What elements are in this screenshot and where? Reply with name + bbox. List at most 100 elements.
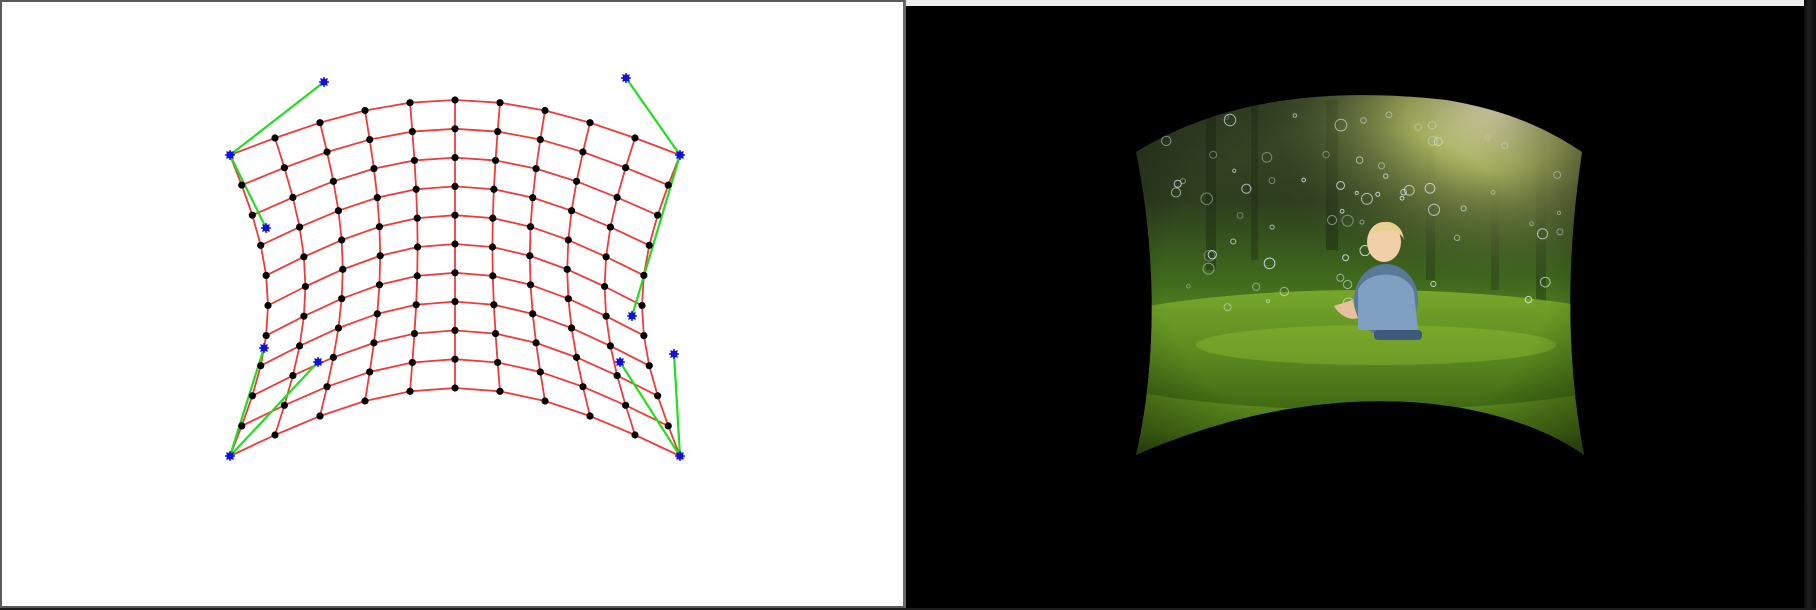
mesh-node[interactable]: [338, 236, 345, 243]
mesh-node[interactable]: [316, 119, 323, 126]
mesh-node[interactable]: [411, 157, 418, 164]
mesh-node[interactable]: [541, 397, 548, 404]
mesh-node[interactable]: [289, 372, 296, 379]
corner-anchor-point[interactable]: [675, 451, 685, 461]
mesh-node[interactable]: [376, 281, 383, 288]
mesh-node[interactable]: [586, 412, 593, 419]
mesh-node[interactable]: [300, 253, 307, 260]
mesh-node[interactable]: [361, 107, 368, 114]
mesh-node[interactable]: [614, 194, 621, 201]
mesh-node[interactable]: [377, 252, 384, 259]
mesh-node[interactable]: [532, 339, 539, 346]
mesh-node[interactable]: [264, 302, 271, 309]
mesh-node[interactable]: [300, 313, 307, 320]
mesh-node[interactable]: [541, 107, 548, 114]
mesh-node[interactable]: [271, 134, 278, 141]
mesh-node[interactable]: [579, 383, 586, 390]
mesh-node[interactable]: [529, 194, 536, 201]
mesh-node[interactable]: [573, 354, 580, 361]
mesh-node[interactable]: [451, 384, 458, 391]
mesh-node[interactable]: [451, 154, 458, 161]
mesh-node[interactable]: [565, 236, 572, 243]
mesh-node[interactable]: [586, 119, 593, 126]
mesh-node[interactable]: [492, 330, 499, 337]
mesh-node[interactable]: [330, 354, 337, 361]
mesh-node[interactable]: [302, 283, 309, 290]
bezier-handle-point[interactable]: [615, 357, 625, 367]
mesh-node[interactable]: [376, 223, 383, 230]
mesh-node[interactable]: [527, 281, 534, 288]
corner-anchor-point[interactable]: [225, 451, 235, 461]
mesh-node[interactable]: [654, 392, 661, 399]
mesh-node[interactable]: [640, 272, 647, 279]
bezier-handle-point[interactable]: [313, 357, 323, 367]
warp-mesh-canvas[interactable]: [2, 2, 908, 610]
mesh-node[interactable]: [323, 383, 330, 390]
mesh-node[interactable]: [370, 339, 377, 346]
mesh-node[interactable]: [640, 332, 647, 339]
corner-anchor-point[interactable]: [675, 150, 685, 160]
mesh-node[interactable]: [339, 266, 346, 273]
mesh-node[interactable]: [281, 402, 288, 409]
mesh-node[interactable]: [271, 431, 278, 438]
mesh-node[interactable]: [451, 96, 458, 103]
mesh-node[interactable]: [573, 178, 580, 185]
bezier-handle-point[interactable]: [621, 73, 631, 83]
mesh-node[interactable]: [335, 207, 342, 214]
mesh-node[interactable]: [414, 243, 421, 250]
mesh-node[interactable]: [564, 266, 571, 273]
mesh-node[interactable]: [602, 253, 609, 260]
mesh-node[interactable]: [414, 215, 421, 222]
mesh-node[interactable]: [646, 362, 653, 369]
mesh-node[interactable]: [406, 99, 413, 106]
mesh-node[interactable]: [568, 324, 575, 331]
bezier-handle-point[interactable]: [669, 349, 679, 359]
mesh-node[interactable]: [414, 272, 421, 279]
mesh-node[interactable]: [489, 272, 496, 279]
mesh-node[interactable]: [537, 368, 544, 375]
mesh-node[interactable]: [532, 165, 539, 172]
mesh-node[interactable]: [370, 165, 377, 172]
mesh-node[interactable]: [631, 134, 638, 141]
mesh-node[interactable]: [366, 136, 373, 143]
mesh-node[interactable]: [622, 402, 629, 409]
bezier-handle-point[interactable]: [261, 223, 271, 233]
mesh-node[interactable]: [638, 302, 645, 309]
mesh-node[interactable]: [646, 242, 653, 249]
mesh-node[interactable]: [451, 298, 458, 305]
mesh-node[interactable]: [529, 310, 536, 317]
mesh-node[interactable]: [411, 330, 418, 337]
mesh-node[interactable]: [409, 359, 416, 366]
mesh-node[interactable]: [654, 212, 661, 219]
mesh-node[interactable]: [361, 397, 368, 404]
mesh-node[interactable]: [489, 243, 496, 250]
mesh-node[interactable]: [374, 310, 381, 317]
mesh-node[interactable]: [451, 212, 458, 219]
bezier-handle-point[interactable]: [627, 311, 637, 321]
mesh-node[interactable]: [494, 128, 501, 135]
mesh-node[interactable]: [338, 295, 345, 302]
mesh-node[interactable]: [602, 313, 609, 320]
bezier-handle-point[interactable]: [259, 343, 269, 353]
mesh-node[interactable]: [335, 324, 342, 331]
mesh-node[interactable]: [631, 431, 638, 438]
mesh-node[interactable]: [607, 223, 614, 230]
mesh-node[interactable]: [238, 422, 245, 429]
mesh-node[interactable]: [601, 283, 608, 290]
mesh-node[interactable]: [579, 148, 586, 155]
mesh-node[interactable]: [323, 148, 330, 155]
bezier-handle-point[interactable]: [319, 77, 329, 87]
mesh-node[interactable]: [263, 272, 270, 279]
mesh-node[interactable]: [330, 178, 337, 185]
mesh-node[interactable]: [496, 99, 503, 106]
mesh-node[interactable]: [316, 412, 323, 419]
mesh-node[interactable]: [665, 182, 672, 189]
mesh-node[interactable]: [565, 295, 572, 302]
mesh-node[interactable]: [492, 157, 499, 164]
mesh-node[interactable]: [289, 194, 296, 201]
mesh-node[interactable]: [451, 183, 458, 190]
mesh-node[interactable]: [526, 252, 533, 259]
mesh-node[interactable]: [413, 301, 420, 308]
mesh-node[interactable]: [409, 128, 416, 135]
mesh-node[interactable]: [451, 327, 458, 334]
